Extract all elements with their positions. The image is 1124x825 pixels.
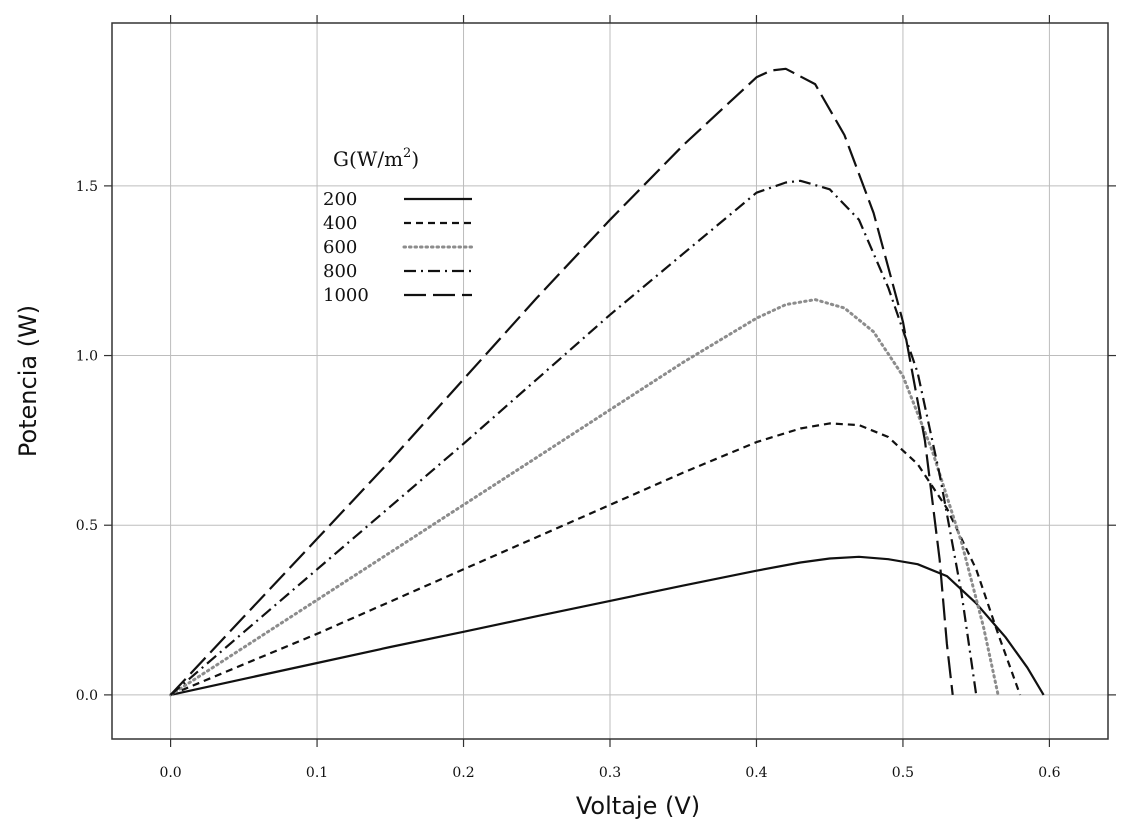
legend-title: G(W/m2): [333, 146, 419, 171]
legend-label-800: 800: [323, 261, 357, 282]
x-tick-label: 0.1: [306, 765, 328, 781]
x-tick-label: 0.4: [745, 765, 767, 781]
y-tick-label: 0.0: [76, 688, 98, 704]
x-axis-label: Voltaje (V): [576, 792, 700, 820]
y-tick-label: 0.5: [76, 518, 98, 534]
axis-ticks: 0.0 0.1 0.2 0.3 0.4 0.5 0.6 0.0 0.5 1.0 1.5: [76, 15, 1116, 781]
legend-label-600: 600: [323, 237, 357, 258]
x-tick-label: 0.6: [1038, 765, 1060, 781]
legend: G(W/m2) 200 400 600 800 1000: [323, 146, 474, 306]
y-tick-label: 1.0: [76, 349, 98, 365]
series: [169, 67, 1045, 697]
legend-label-1000: 1000: [323, 285, 369, 306]
x-tick-label: 0.0: [159, 765, 181, 781]
y-axis-label: Potencia (W): [14, 305, 42, 457]
legend-label-200: 200: [323, 189, 357, 210]
grid: [112, 23, 1108, 739]
x-tick-label: 0.3: [599, 765, 621, 781]
legend-label-400: 400: [323, 213, 357, 234]
series-line-1000: [169, 67, 954, 696]
x-tick-label: 0.2: [452, 765, 474, 781]
x-tick-label: 0.5: [892, 765, 914, 781]
series-line-600: [169, 298, 1000, 697]
y-tick-label: 1.5: [76, 179, 98, 195]
series-line-400: [170, 422, 1022, 696]
series-line-800: [169, 179, 978, 696]
